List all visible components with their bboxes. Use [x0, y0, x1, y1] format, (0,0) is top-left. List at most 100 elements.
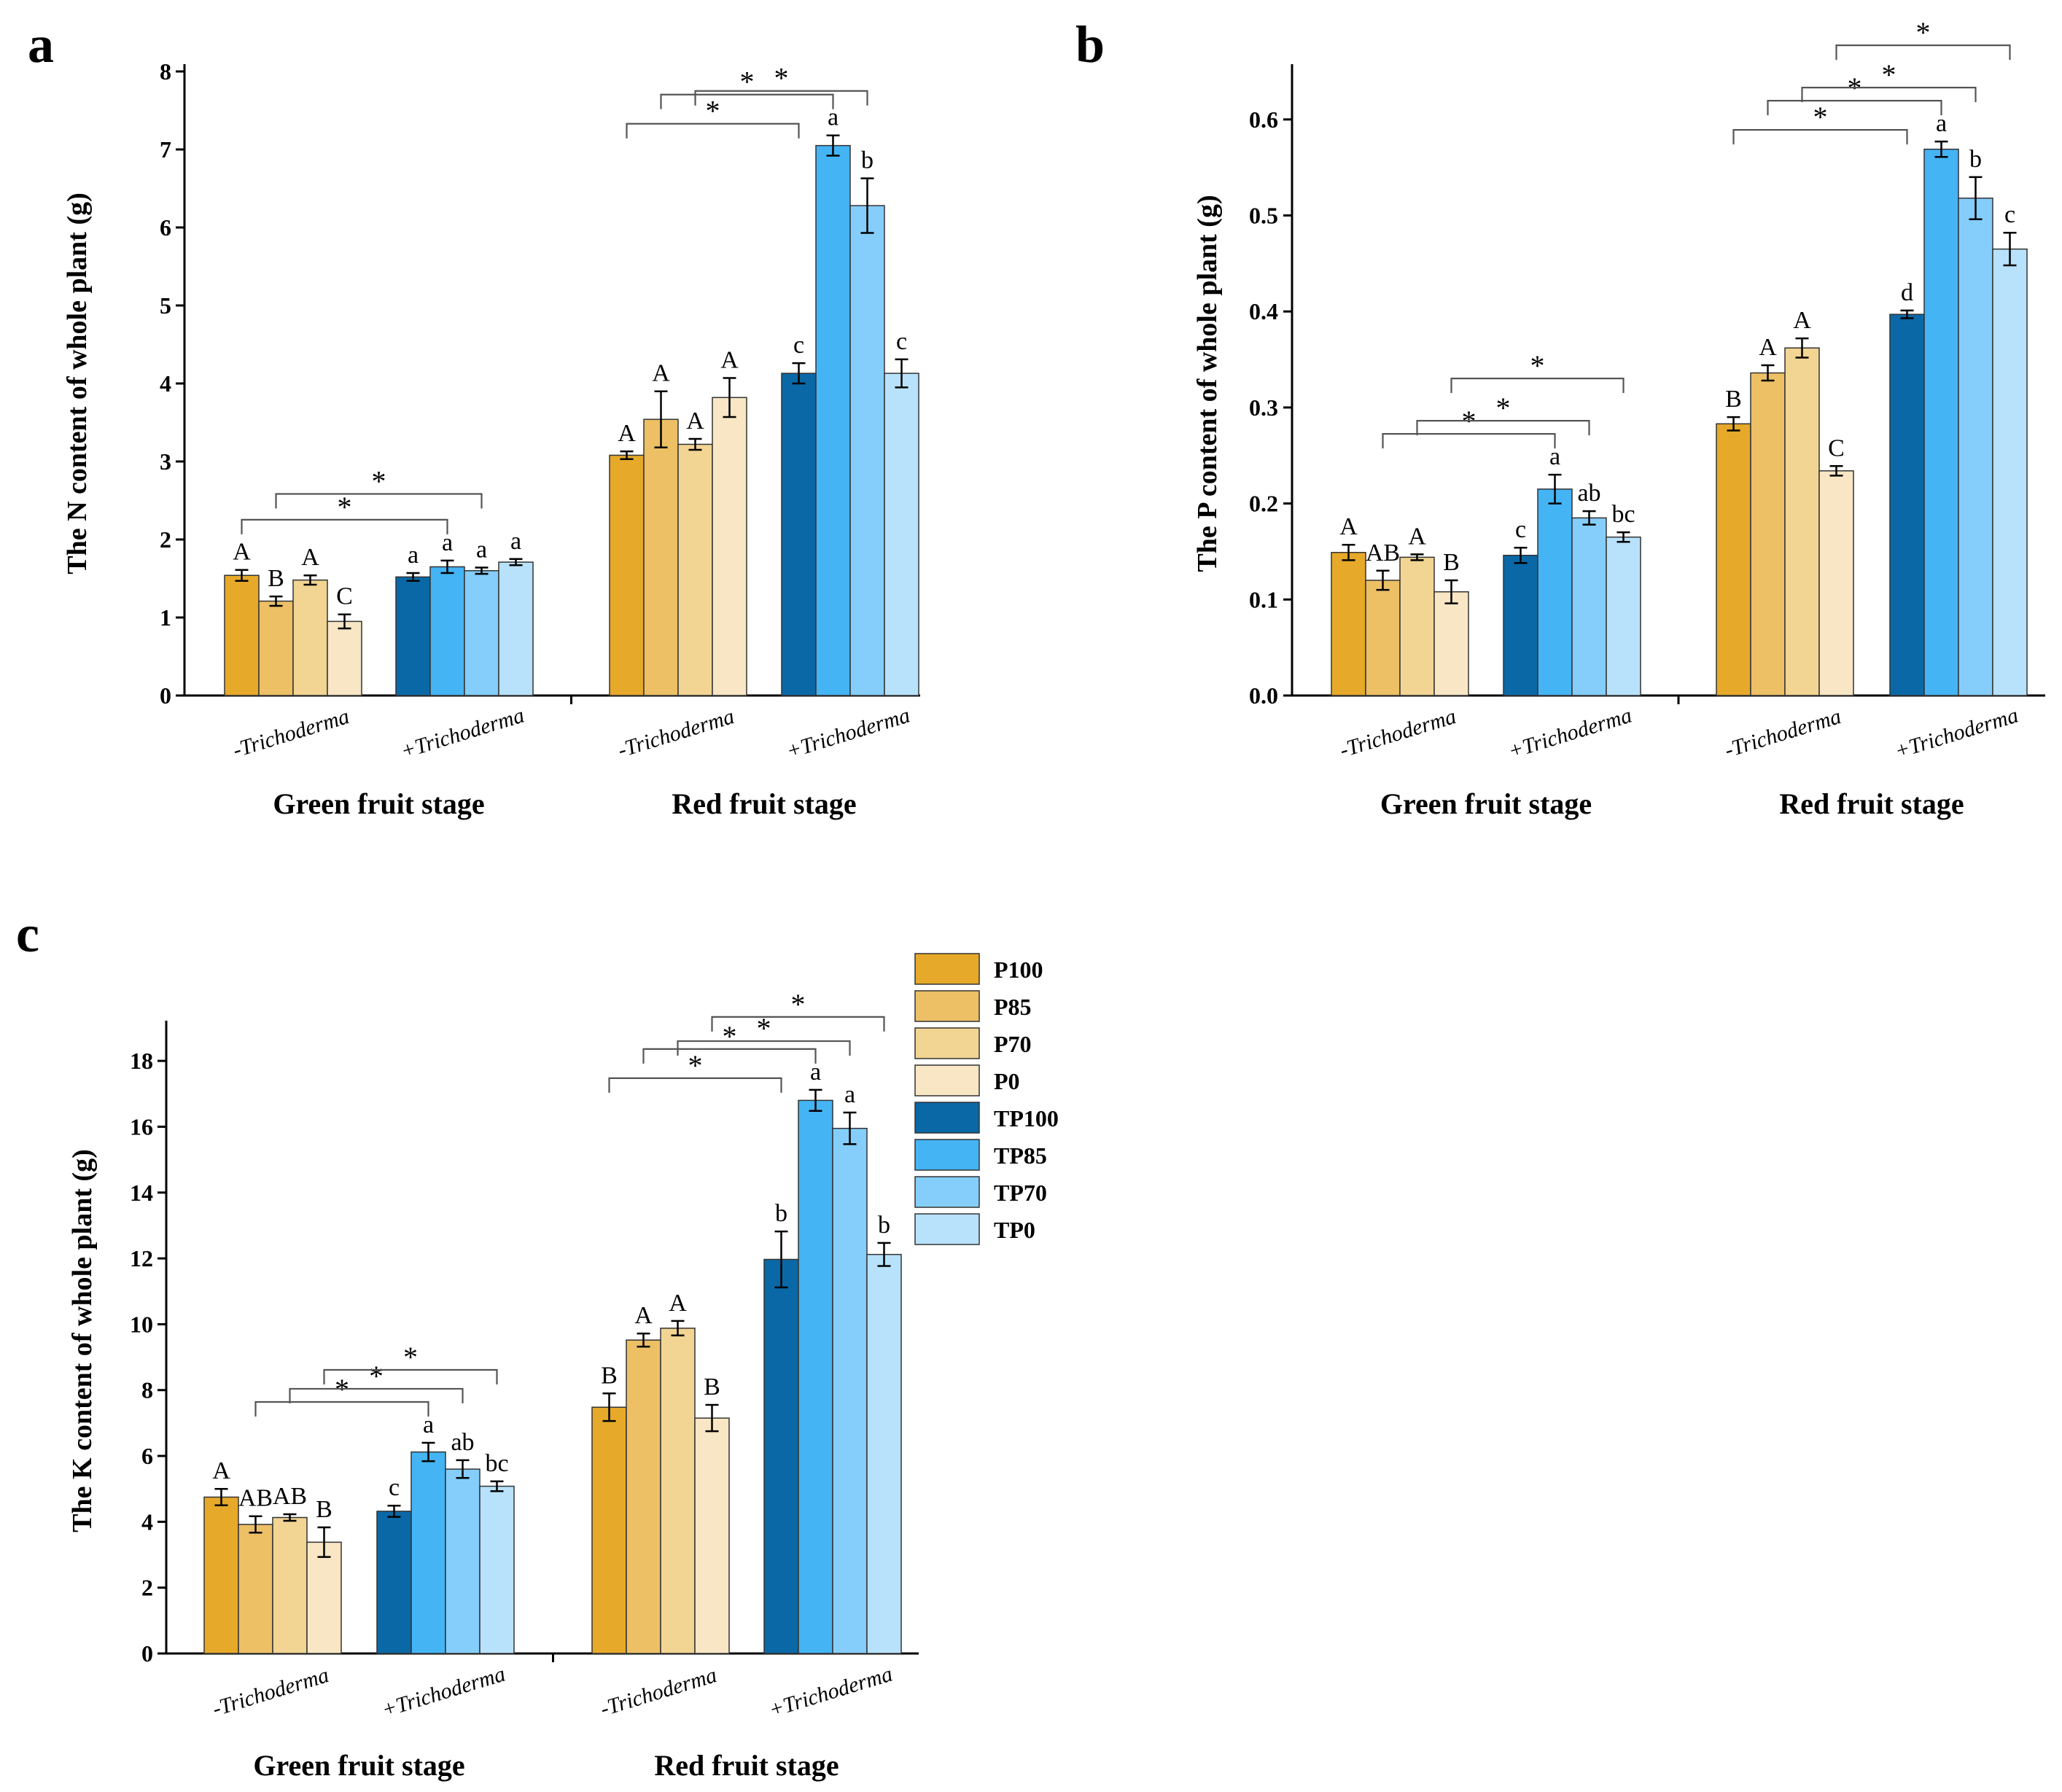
significance-letter: a [510, 528, 521, 555]
group-label: +Trichoderma [398, 704, 527, 764]
significance-star: * [706, 95, 720, 128]
significance-star: * [1530, 349, 1545, 382]
y-tick-label: 14 [130, 1180, 153, 1206]
bar-TP0 [479, 1485, 515, 1654]
group-label: -Trichoderma [210, 1663, 332, 1721]
significance-letter: a [1549, 443, 1560, 470]
significance-bracket [1732, 129, 1908, 145]
bar-P70 [292, 579, 328, 696]
legend-swatch-TP70 [914, 1176, 980, 1208]
y-tick-label: 5 [160, 292, 171, 319]
significance-bracket [677, 1040, 851, 1056]
legend-label-TP0: TP0 [994, 1217, 1035, 1243]
significance-bracket [694, 90, 868, 106]
legend-label-TP85: TP85 [994, 1142, 1047, 1169]
significance-letter: B [704, 1374, 720, 1401]
significance-letter: A [720, 347, 739, 374]
y-tick-label: 0.1 [1249, 586, 1278, 612]
group-label: +Trichoderma [1892, 704, 2021, 764]
stage-label: Green fruit stage [273, 787, 484, 820]
group-label: +Trichoderma [784, 704, 913, 764]
bar-TP85 [1923, 148, 1959, 696]
legend-label-P100: P100 [994, 957, 1043, 983]
panel-label: c [16, 905, 39, 963]
bar-P100 [224, 574, 260, 696]
bar-TP85 [411, 1451, 446, 1654]
group-label: +Trichoderma [1506, 704, 1635, 764]
bar-TP85 [1537, 488, 1573, 696]
bar-TP100 [1889, 313, 1925, 696]
significance-letter: B [601, 1362, 618, 1389]
y-tick-label: 2 [160, 526, 171, 553]
bar-TP0 [1606, 536, 1641, 696]
significance-letter: a [476, 537, 487, 564]
significance-letter: a [442, 529, 453, 556]
bar-P100 [203, 1496, 239, 1654]
y-tick-label: 4 [141, 1508, 153, 1535]
bar-P85 [626, 1339, 661, 1654]
significance-star: * [403, 1341, 418, 1374]
group-label: -Trichoderma [230, 704, 352, 763]
significance-letter: B [316, 1496, 332, 1523]
significance-letter: C [1828, 435, 1845, 461]
significance-letter: b [1969, 146, 1982, 173]
significance-letter: bc [485, 1450, 508, 1477]
significance-letter: b [878, 1212, 890, 1239]
bar-P100 [609, 454, 645, 696]
bar-TP70 [832, 1127, 868, 1654]
significance-letter: AB [273, 1483, 307, 1510]
legend-label-P70: P70 [994, 1031, 1032, 1057]
y-tick-label: 18 [130, 1048, 153, 1074]
significance-letter: c [2004, 201, 2015, 228]
bar-P85 [1365, 580, 1401, 696]
bar-TP70 [445, 1468, 481, 1654]
significance-star: * [1813, 101, 1828, 133]
y-tick-label: 0.0 [1249, 682, 1278, 709]
significance-bracket [1450, 378, 1625, 394]
bar-P0 [306, 1541, 342, 1654]
significance-letter: a [844, 1081, 855, 1108]
significance-letter: A [618, 420, 636, 447]
stage-label: Red fruit stage [672, 787, 856, 820]
significance-bracket [1835, 44, 2011, 61]
bar-TP0 [498, 561, 534, 696]
significance-bracket [254, 1401, 429, 1417]
bar-TP0 [866, 1253, 902, 1654]
bar-P0 [712, 397, 747, 696]
group-label: -Trichoderma [615, 704, 737, 763]
significance-letter: d [1901, 279, 1913, 306]
bar-TP85 [815, 144, 851, 696]
y-tick-label: 8 [141, 1377, 153, 1403]
significance-star: * [723, 1020, 737, 1053]
significance-letter: a [408, 542, 419, 569]
significance-letter: A [301, 544, 319, 571]
stage-label: Red fruit stage [1779, 787, 1964, 820]
group-label: -Trichoderma [1337, 704, 1459, 763]
group-label: -Trichoderma [598, 1663, 720, 1721]
bar-TP0 [884, 373, 919, 696]
significance-bracket [1767, 100, 1942, 116]
y-tick-label: 6 [141, 1443, 153, 1469]
bar-P70 [1399, 556, 1435, 696]
bar-P85 [643, 418, 679, 696]
significance-letter: a [1936, 110, 1947, 137]
y-tick-label: 8 [160, 58, 171, 85]
bar-P100 [1331, 552, 1366, 696]
y-tick-label: 2 [141, 1575, 153, 1601]
y-tick-label: 7 [160, 136, 171, 163]
significance-bracket [1801, 87, 1977, 103]
y-tick-label: 0.6 [1249, 106, 1278, 133]
legend-label-TP70: TP70 [994, 1180, 1047, 1206]
significance-letter: bc [1611, 501, 1635, 528]
significance-letter: ab [1577, 480, 1600, 507]
legend-swatch-TP85 [914, 1139, 980, 1171]
bar-TP100 [1503, 554, 1538, 696]
y-tick-label: 1 [160, 604, 171, 631]
y-tick-label: 0.2 [1249, 491, 1278, 517]
bar-P0 [1818, 470, 1854, 696]
bar-P70 [272, 1516, 308, 1654]
bar-P100 [1716, 423, 1751, 696]
bar-P85 [1750, 372, 1786, 696]
significance-letter: A [652, 360, 670, 387]
